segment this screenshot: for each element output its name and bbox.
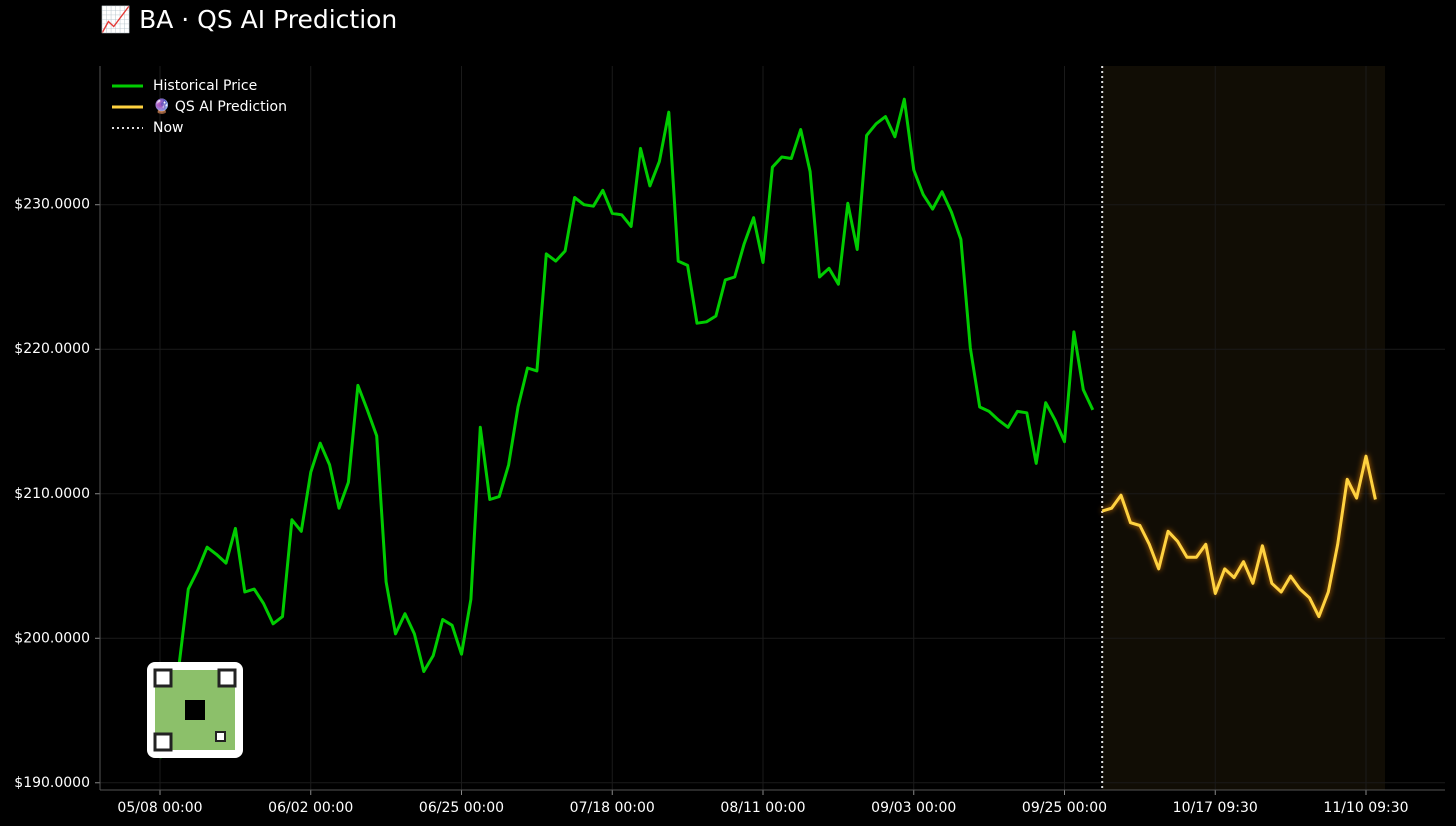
x-tick-label: 06/25 00:00 bbox=[419, 800, 504, 816]
x-tick-label: 11/10 09:30 bbox=[1323, 800, 1408, 816]
x-tick-label: 10/17 09:30 bbox=[1173, 800, 1258, 816]
y-tick-label: $190.0000 bbox=[14, 775, 90, 791]
x-tick-label: 09/03 00:00 bbox=[871, 800, 956, 816]
x-tick-label: 09/25 00:00 bbox=[1022, 800, 1107, 816]
y-tick-label: $200.0000 bbox=[14, 630, 90, 646]
qr-code bbox=[147, 662, 243, 758]
x-tick-label: 07/18 00:00 bbox=[570, 800, 655, 816]
x-tick-label: 08/11 00:00 bbox=[720, 800, 805, 816]
price-line bbox=[158, 97, 1095, 759]
plot-area: $190.0000 $200.0000 $210.0000 $220.0000 $230… bbox=[14, 66, 1445, 816]
y-tick-label: $220.0000 bbox=[14, 341, 90, 357]
x-tick-label: 05/08 00:00 bbox=[117, 800, 202, 816]
legend-label: Historical Price bbox=[153, 78, 257, 94]
legend-label: Now bbox=[153, 120, 184, 136]
prediction-line bbox=[1101, 454, 1377, 619]
forecast-region bbox=[1102, 66, 1385, 790]
x-tick-label: 06/02 00:00 bbox=[268, 800, 353, 816]
legend: Historical Price 🔮 QS AI Prediction Now bbox=[112, 78, 287, 136]
y-tick-label: $230.0000 bbox=[14, 197, 90, 213]
chart-title: 📈 BA · QS AI Prediction bbox=[100, 5, 397, 34]
legend-label: 🔮 QS AI Prediction bbox=[153, 98, 287, 115]
y-tick-label: $210.0000 bbox=[14, 486, 90, 502]
